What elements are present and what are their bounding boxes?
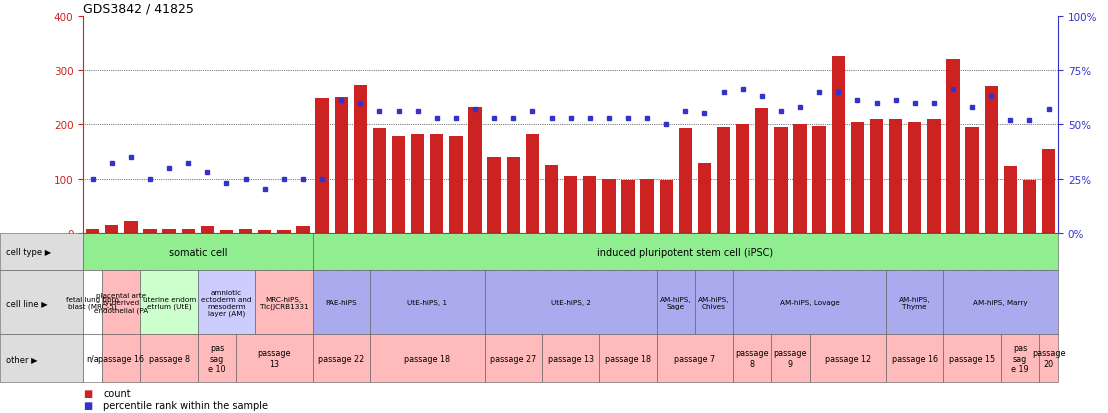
Bar — [392, 137, 406, 233]
Bar — [449, 137, 463, 233]
Bar — [736, 125, 749, 233]
Text: AM-hiPS, Marry: AM-hiPS, Marry — [974, 299, 1028, 306]
Bar — [1004, 167, 1017, 233]
Text: cell type ▶: cell type ▶ — [6, 247, 51, 256]
Text: passage 7: passage 7 — [675, 354, 716, 363]
Bar — [659, 180, 673, 233]
Text: fetal lung fibro
blast (MRC-5): fetal lung fibro blast (MRC-5) — [66, 296, 119, 309]
Bar — [316, 99, 329, 233]
Text: PAE-hiPS: PAE-hiPS — [326, 299, 357, 306]
Bar — [239, 229, 253, 233]
Text: induced pluripotent stem cell (iPSC): induced pluripotent stem cell (iPSC) — [597, 247, 773, 257]
Text: ■: ■ — [83, 388, 92, 398]
Text: passage 18: passage 18 — [605, 354, 652, 363]
Bar — [583, 176, 596, 233]
Bar — [372, 129, 386, 233]
Text: GDS3842 / 41825: GDS3842 / 41825 — [83, 2, 194, 15]
Text: AM-hiPS,
Chives: AM-hiPS, Chives — [698, 296, 730, 309]
Bar — [1042, 150, 1055, 233]
Text: passage 16: passage 16 — [99, 354, 144, 363]
Bar — [870, 119, 883, 233]
Text: somatic cell: somatic cell — [168, 247, 227, 257]
Text: UtE-hiPS, 2: UtE-hiPS, 2 — [551, 299, 591, 306]
Bar — [832, 57, 845, 233]
Bar — [793, 125, 807, 233]
Text: passage 16: passage 16 — [892, 354, 937, 363]
Bar — [774, 128, 788, 233]
Text: pas
sag
e 10: pas sag e 10 — [208, 344, 226, 373]
Text: passage 13: passage 13 — [547, 354, 594, 363]
Bar — [525, 135, 540, 233]
Bar — [927, 119, 941, 233]
Text: UtE-hiPS, 1: UtE-hiPS, 1 — [408, 299, 448, 306]
Bar — [335, 98, 348, 233]
Text: pas
sag
e 19: pas sag e 19 — [1012, 344, 1028, 373]
Text: n/a: n/a — [86, 354, 99, 363]
Text: AM-hiPS,
Thyme: AM-hiPS, Thyme — [899, 296, 931, 309]
Text: ■: ■ — [83, 400, 92, 410]
Text: AM-hiPS,
Sage: AM-hiPS, Sage — [660, 296, 691, 309]
Text: cell line ▶: cell line ▶ — [6, 298, 48, 307]
Text: passage 22: passage 22 — [318, 354, 365, 363]
Bar — [1023, 180, 1036, 233]
Bar — [488, 157, 501, 233]
Text: MRC-hiPS,
Tic(JCRB1331: MRC-hiPS, Tic(JCRB1331 — [259, 296, 308, 309]
Bar — [201, 227, 214, 233]
Bar — [698, 164, 711, 233]
Bar — [909, 122, 922, 233]
Bar — [889, 119, 902, 233]
Text: passage
20: passage 20 — [1032, 349, 1065, 368]
Text: passage
8: passage 8 — [736, 349, 769, 368]
Bar — [717, 128, 730, 233]
Text: passage
13: passage 13 — [257, 349, 291, 368]
Text: passage 12: passage 12 — [824, 354, 871, 363]
Text: passage 18: passage 18 — [404, 354, 450, 363]
Bar — [851, 122, 864, 233]
Bar — [124, 221, 137, 233]
Bar — [985, 87, 998, 233]
Text: placental arte
ry-derived
endothelial (PA: placental arte ry-derived endothelial (P… — [94, 292, 148, 313]
Text: passage
9: passage 9 — [773, 349, 808, 368]
Bar — [622, 180, 635, 233]
Bar — [678, 129, 692, 233]
Bar — [640, 179, 654, 233]
Bar — [812, 127, 825, 233]
Text: count: count — [103, 388, 131, 398]
Text: other ▶: other ▶ — [6, 354, 38, 363]
Bar — [86, 229, 100, 233]
Bar — [143, 229, 156, 233]
Text: passage 27: passage 27 — [490, 354, 536, 363]
Bar — [411, 135, 424, 233]
Bar — [219, 230, 233, 233]
Text: passage 8: passage 8 — [148, 354, 189, 363]
Bar — [353, 86, 367, 233]
Text: percentile rank within the sample: percentile rank within the sample — [103, 400, 268, 410]
Bar — [602, 179, 616, 233]
Bar — [965, 128, 978, 233]
Bar — [296, 227, 309, 233]
Text: AM-hiPS, Lovage: AM-hiPS, Lovage — [780, 299, 840, 306]
Bar — [946, 60, 960, 233]
Text: amniotic
ectoderm and
mesoderm
layer (AM): amniotic ectoderm and mesoderm layer (AM… — [202, 289, 252, 316]
Bar — [506, 157, 520, 233]
Text: passage 15: passage 15 — [950, 354, 995, 363]
Bar — [469, 107, 482, 233]
Bar — [545, 166, 558, 233]
Bar — [182, 229, 195, 233]
Bar — [105, 225, 119, 233]
Bar — [163, 229, 176, 233]
Bar — [258, 230, 271, 233]
Bar — [756, 109, 769, 233]
Text: uterine endom
etrium (UtE): uterine endom etrium (UtE) — [143, 296, 196, 309]
Bar — [564, 176, 577, 233]
Bar — [430, 135, 443, 233]
Bar — [277, 230, 290, 233]
